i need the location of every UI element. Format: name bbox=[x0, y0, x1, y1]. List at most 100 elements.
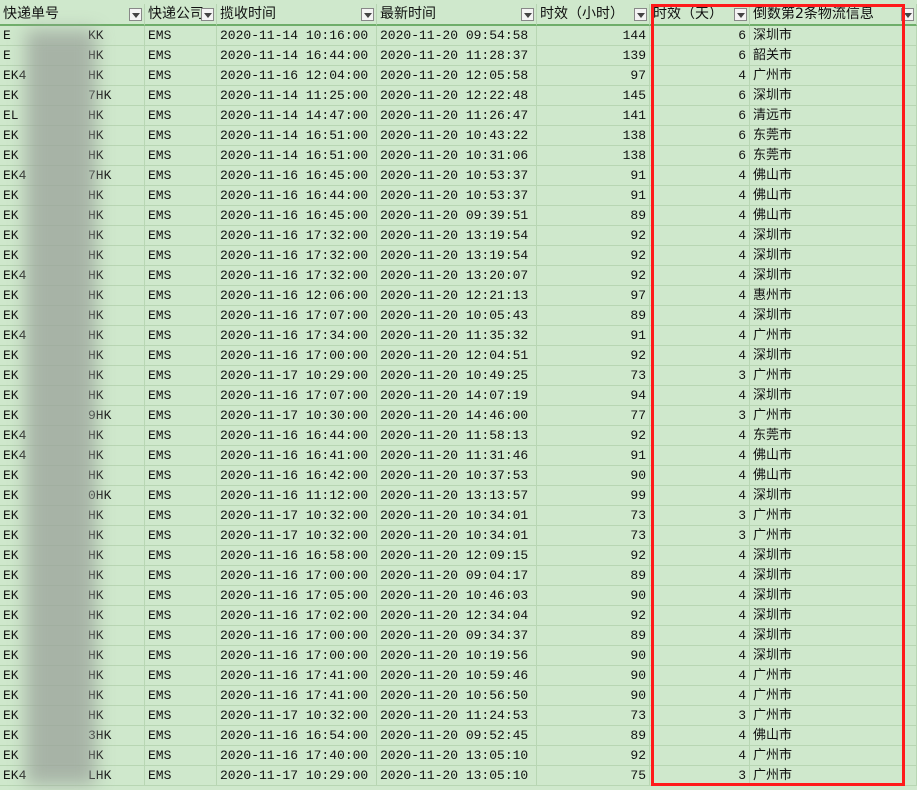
hours: 90 bbox=[537, 646, 650, 666]
company: EMS bbox=[145, 166, 217, 186]
hours: 90 bbox=[537, 466, 650, 486]
company: EMS bbox=[145, 66, 217, 86]
pickup-time: 2020-11-16 12:06:00 bbox=[217, 286, 377, 306]
pickup-time: 2020-11-17 10:29:00 bbox=[217, 766, 377, 786]
company: EMS bbox=[145, 466, 217, 486]
days: 4 bbox=[650, 686, 750, 706]
filter-button[interactable] bbox=[201, 8, 214, 21]
latest-time: 2020-11-20 12:04:51 bbox=[377, 346, 537, 366]
pickup-time: 2020-11-16 17:32:00 bbox=[217, 226, 377, 246]
filter-button[interactable] bbox=[361, 8, 374, 21]
tracking-prefix: E bbox=[0, 26, 40, 46]
pickup-time: 2020-11-17 10:32:00 bbox=[217, 706, 377, 726]
hours: 90 bbox=[537, 666, 650, 686]
hours: 92 bbox=[537, 346, 650, 366]
days: 4 bbox=[650, 246, 750, 266]
hours: 92 bbox=[537, 606, 650, 626]
pickup-time: 2020-11-16 17:32:00 bbox=[217, 266, 377, 286]
hours: 91 bbox=[537, 446, 650, 466]
hours: 139 bbox=[537, 46, 650, 66]
tracking-prefix: EK bbox=[0, 226, 40, 246]
tracking-prefix: EK bbox=[0, 586, 40, 606]
company: EMS bbox=[145, 226, 217, 246]
column-header: 最新时间 bbox=[377, 4, 537, 26]
company: EMS bbox=[145, 86, 217, 106]
pickup-time: 2020-11-17 10:32:00 bbox=[217, 526, 377, 546]
days: 4 bbox=[650, 266, 750, 286]
latest-time: 2020-11-20 10:31:06 bbox=[377, 146, 537, 166]
days: 3 bbox=[650, 706, 750, 726]
latest-time: 2020-11-20 11:26:47 bbox=[377, 106, 537, 126]
tracking-prefix: EK bbox=[0, 546, 40, 566]
latest-time: 2020-11-20 11:35:32 bbox=[377, 326, 537, 346]
company: EMS bbox=[145, 186, 217, 206]
tracking-prefix: EK bbox=[0, 726, 40, 746]
days: 4 bbox=[650, 446, 750, 466]
filter-button[interactable] bbox=[129, 8, 142, 21]
company: EMS bbox=[145, 526, 217, 546]
filter-button[interactable] bbox=[734, 8, 747, 21]
hours: 97 bbox=[537, 286, 650, 306]
company: EMS bbox=[145, 626, 217, 646]
pickup-time: 2020-11-16 17:02:00 bbox=[217, 606, 377, 626]
column-header: 时效（天） bbox=[650, 4, 750, 26]
latest-time: 2020-11-20 14:46:00 bbox=[377, 406, 537, 426]
pickup-time: 2020-11-14 14:47:00 bbox=[217, 106, 377, 126]
company: EMS bbox=[145, 726, 217, 746]
column-header: 快递公司 bbox=[145, 4, 217, 26]
company: EMS bbox=[145, 286, 217, 306]
pickup-time: 2020-11-16 12:04:00 bbox=[217, 66, 377, 86]
latest-time: 2020-11-20 10:53:37 bbox=[377, 166, 537, 186]
hours: 73 bbox=[537, 526, 650, 546]
hours: 92 bbox=[537, 426, 650, 446]
company: EMS bbox=[145, 306, 217, 326]
tracking-prefix: EK bbox=[0, 466, 40, 486]
hours: 138 bbox=[537, 126, 650, 146]
company: EMS bbox=[145, 346, 217, 366]
filter-button[interactable] bbox=[521, 8, 534, 21]
hours: 73 bbox=[537, 706, 650, 726]
company: EMS bbox=[145, 506, 217, 526]
days: 4 bbox=[650, 586, 750, 606]
tracking-prefix: EK bbox=[0, 686, 40, 706]
tracking-prefix: EK bbox=[0, 746, 40, 766]
hours: 77 bbox=[537, 406, 650, 426]
days: 6 bbox=[650, 126, 750, 146]
hours: 90 bbox=[537, 686, 650, 706]
hours: 99 bbox=[537, 486, 650, 506]
tracking-prefix: EK4 bbox=[0, 446, 40, 466]
latest-time: 2020-11-20 10:49:25 bbox=[377, 366, 537, 386]
column-header: 快递单号 bbox=[0, 4, 145, 26]
pickup-time: 2020-11-16 17:00:00 bbox=[217, 646, 377, 666]
latest-time: 2020-11-20 12:05:58 bbox=[377, 66, 537, 86]
latest-time: 2020-11-20 13:20:07 bbox=[377, 266, 537, 286]
filter-button[interactable] bbox=[634, 8, 647, 21]
tracking-prefix: EK4 bbox=[0, 426, 40, 446]
company: EMS bbox=[145, 586, 217, 606]
days: 4 bbox=[650, 546, 750, 566]
latest-time: 2020-11-20 10:34:01 bbox=[377, 526, 537, 546]
pickup-time: 2020-11-16 17:00:00 bbox=[217, 566, 377, 586]
hours: 73 bbox=[537, 506, 650, 526]
latest-time: 2020-11-20 14:07:19 bbox=[377, 386, 537, 406]
tracking-prefix: EK bbox=[0, 566, 40, 586]
hours: 91 bbox=[537, 186, 650, 206]
tracking-prefix: EK bbox=[0, 706, 40, 726]
days: 4 bbox=[650, 466, 750, 486]
pickup-time: 2020-11-14 10:16:00 bbox=[217, 26, 377, 46]
company: EMS bbox=[145, 666, 217, 686]
hours: 97 bbox=[537, 66, 650, 86]
days: 6 bbox=[650, 26, 750, 46]
days: 4 bbox=[650, 326, 750, 346]
hours: 90 bbox=[537, 586, 650, 606]
days: 4 bbox=[650, 666, 750, 686]
days: 4 bbox=[650, 306, 750, 326]
latest-time: 2020-11-20 11:58:13 bbox=[377, 426, 537, 446]
pickup-time: 2020-11-16 17:34:00 bbox=[217, 326, 377, 346]
pickup-time: 2020-11-16 16:45:00 bbox=[217, 166, 377, 186]
column-header: 倒数第2条物流信息 bbox=[750, 4, 917, 26]
latest-time: 2020-11-20 13:05:10 bbox=[377, 766, 537, 786]
tracking-prefix: EK bbox=[0, 386, 40, 406]
company: EMS bbox=[145, 26, 217, 46]
latest-time: 2020-11-20 09:54:58 bbox=[377, 26, 537, 46]
